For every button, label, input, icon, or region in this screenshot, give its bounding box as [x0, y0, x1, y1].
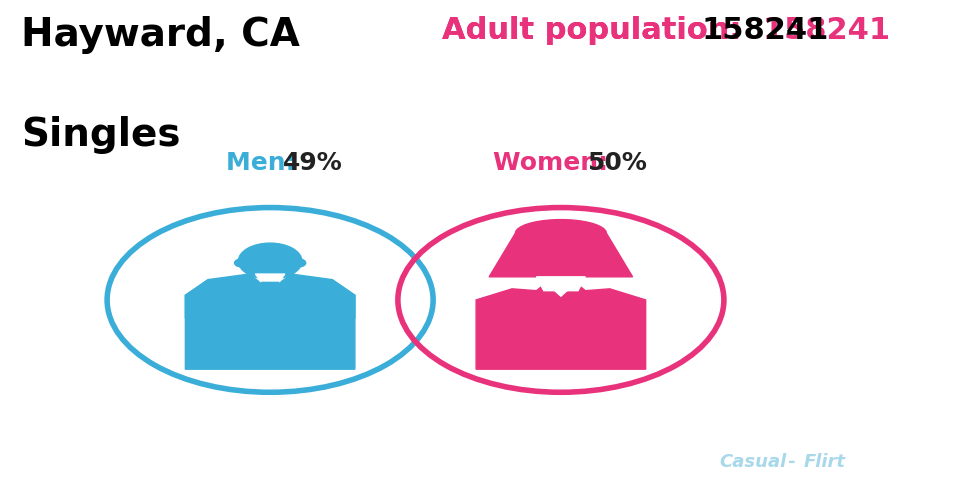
Polygon shape	[255, 275, 285, 295]
Polygon shape	[185, 275, 355, 369]
Circle shape	[397, 208, 724, 392]
Polygon shape	[544, 282, 577, 297]
Circle shape	[292, 260, 305, 268]
Circle shape	[108, 208, 433, 392]
Text: Adult population:: Adult population:	[442, 17, 741, 45]
Text: 49%: 49%	[283, 151, 343, 175]
Text: Singles: Singles	[21, 116, 180, 154]
Polygon shape	[476, 282, 646, 369]
FancyBboxPatch shape	[263, 278, 277, 289]
Polygon shape	[185, 280, 229, 319]
Text: -: -	[788, 452, 796, 470]
Polygon shape	[261, 283, 279, 310]
Polygon shape	[311, 280, 355, 319]
Polygon shape	[490, 220, 633, 277]
Text: Flirt: Flirt	[804, 452, 845, 470]
Polygon shape	[537, 277, 586, 291]
Text: Casual: Casual	[719, 452, 787, 470]
Text: Hayward, CA: Hayward, CA	[21, 17, 300, 54]
Text: 158241: 158241	[702, 17, 829, 45]
Text: 50%: 50%	[588, 151, 647, 175]
Text: Women:: Women:	[493, 151, 616, 175]
Text: Adult population:  158241: Adult population: 158241	[442, 17, 890, 45]
Circle shape	[238, 243, 301, 280]
Circle shape	[234, 260, 249, 268]
Text: Men:: Men:	[226, 151, 304, 175]
